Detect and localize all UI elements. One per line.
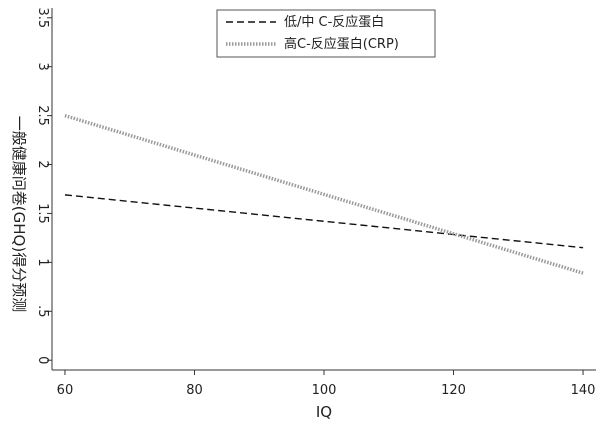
series-layer [64, 113, 584, 275]
legend-label-low-crp: 低/中 C-反应蛋白 [284, 14, 384, 30]
series-line-high-crp [64, 113, 584, 275]
series-line-low-crp [64, 194, 584, 249]
x-tick-label: 120 [441, 383, 466, 398]
y-tick-label: 0 [35, 356, 50, 364]
x-tick-label: 140 [571, 383, 596, 398]
y-tick-label: 3 [35, 63, 50, 71]
x-tick-label: 60 [57, 383, 74, 398]
y-tick-label: .5 [35, 305, 50, 317]
x-tick-label: 80 [186, 383, 203, 398]
legend: 低/中 C-反应蛋白 高C-反应蛋白(CRP) [216, 9, 436, 58]
x-tick-label: 100 [312, 383, 337, 398]
y-tick-label: 3.5 [35, 7, 50, 28]
y-tick-label: 1 [35, 258, 50, 266]
y-tick-label: 2.5 [35, 105, 50, 126]
x-ticks: 60 80 100 120 140 [57, 370, 596, 398]
y-ticks: 0 .5 1 1.5 2 2.5 3 3.5 [35, 7, 52, 364]
y-tick-label: 2 [35, 160, 50, 168]
legend-label-high-crp: 高C-反应蛋白(CRP) [284, 36, 399, 52]
x-axis-title: IQ [316, 403, 332, 421]
y-axis-title: 一般健康问卷(GHQ)得分预测 [10, 116, 28, 312]
legend-box [216, 9, 436, 58]
y-tick-label: 1.5 [35, 203, 50, 224]
